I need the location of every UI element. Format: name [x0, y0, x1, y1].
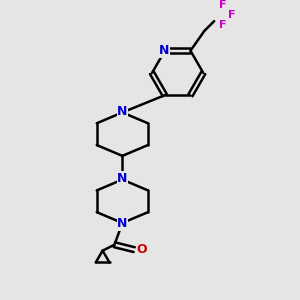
Text: N: N — [117, 105, 128, 118]
Text: N: N — [117, 218, 128, 230]
Text: F: F — [228, 10, 236, 20]
Text: N: N — [117, 172, 128, 185]
Text: O: O — [137, 243, 147, 256]
Text: N: N — [159, 44, 169, 57]
Text: F: F — [219, 0, 227, 10]
Text: F: F — [219, 20, 227, 30]
